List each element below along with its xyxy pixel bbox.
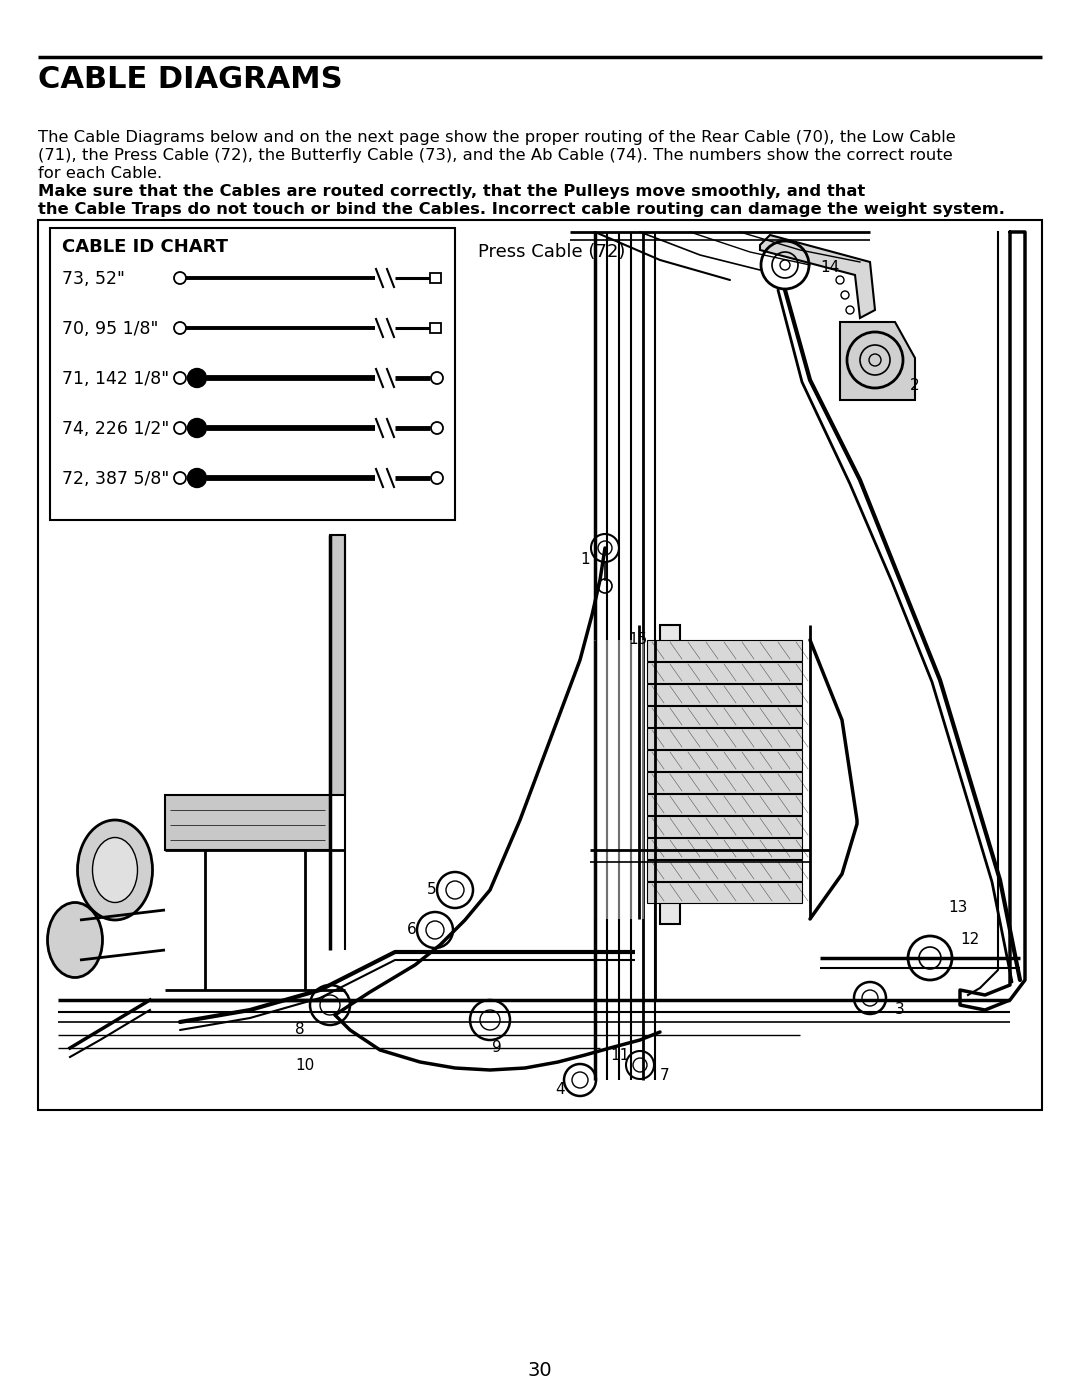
- Text: the Cable Traps do not touch or bind the Cables. Incorrect cable routing can dam: the Cable Traps do not touch or bind the…: [38, 203, 1004, 217]
- Bar: [647, 750, 802, 771]
- Circle shape: [836, 277, 843, 284]
- Bar: [647, 882, 802, 902]
- Bar: [647, 640, 802, 661]
- Bar: [430, 272, 441, 284]
- Ellipse shape: [48, 902, 103, 978]
- Text: 10: 10: [295, 1058, 314, 1073]
- Text: 74, 226 1/2": 74, 226 1/2": [62, 420, 170, 439]
- Text: 4: 4: [555, 1083, 565, 1098]
- Bar: [165, 795, 330, 849]
- Bar: [647, 728, 802, 749]
- Text: 6: 6: [407, 922, 417, 937]
- Text: 12: 12: [960, 933, 980, 947]
- Text: 2: 2: [910, 377, 920, 393]
- Bar: [647, 816, 802, 837]
- Text: 13: 13: [948, 901, 968, 915]
- Bar: [430, 323, 441, 332]
- Bar: [660, 624, 680, 923]
- Bar: [647, 838, 802, 859]
- Text: 30: 30: [528, 1361, 552, 1379]
- Bar: [50, 228, 455, 520]
- Text: Make sure that the Cables are routed correctly, that the Pulleys move smoothly, : Make sure that the Cables are routed cor…: [38, 184, 865, 198]
- Circle shape: [188, 468, 206, 488]
- Bar: [647, 773, 802, 793]
- Text: 7: 7: [660, 1067, 670, 1083]
- Text: CABLE ID CHART: CABLE ID CHART: [62, 237, 228, 256]
- Text: 71, 142 1/8": 71, 142 1/8": [62, 370, 170, 388]
- Text: 3: 3: [895, 1003, 905, 1017]
- Ellipse shape: [78, 820, 152, 921]
- Circle shape: [841, 291, 849, 299]
- Bar: [647, 705, 802, 726]
- Text: 72, 387 5/8": 72, 387 5/8": [62, 469, 170, 488]
- Circle shape: [188, 369, 206, 387]
- Text: Press Cable (72): Press Cable (72): [478, 243, 625, 261]
- Text: 8: 8: [295, 1023, 305, 1038]
- Bar: [647, 861, 802, 882]
- Text: CABLE DIAGRAMS: CABLE DIAGRAMS: [38, 66, 342, 94]
- Text: The Cable Diagrams below and on the next page show the proper routing of the Rea: The Cable Diagrams below and on the next…: [38, 130, 956, 145]
- Text: 1: 1: [580, 552, 590, 567]
- Text: 15: 15: [627, 633, 647, 647]
- Text: 70, 95 1/8": 70, 95 1/8": [62, 320, 159, 338]
- Text: 73, 52": 73, 52": [62, 270, 125, 288]
- Bar: [647, 662, 802, 683]
- Text: 9: 9: [492, 1041, 502, 1056]
- Ellipse shape: [93, 837, 137, 902]
- Bar: [647, 793, 802, 814]
- Text: 11: 11: [610, 1048, 630, 1063]
- Text: for each Cable.: for each Cable.: [38, 166, 167, 182]
- Bar: [38, 219, 1042, 1111]
- Bar: [647, 685, 802, 705]
- Polygon shape: [760, 235, 875, 319]
- Circle shape: [188, 419, 206, 437]
- Text: 14: 14: [820, 260, 839, 275]
- Text: 5: 5: [427, 883, 436, 897]
- Text: (71), the Press Cable (72), the Butterfly Cable (73), and the Ab Cable (74). The: (71), the Press Cable (72), the Butterfl…: [38, 148, 953, 163]
- Polygon shape: [840, 321, 915, 400]
- Circle shape: [846, 306, 854, 314]
- Polygon shape: [330, 535, 345, 795]
